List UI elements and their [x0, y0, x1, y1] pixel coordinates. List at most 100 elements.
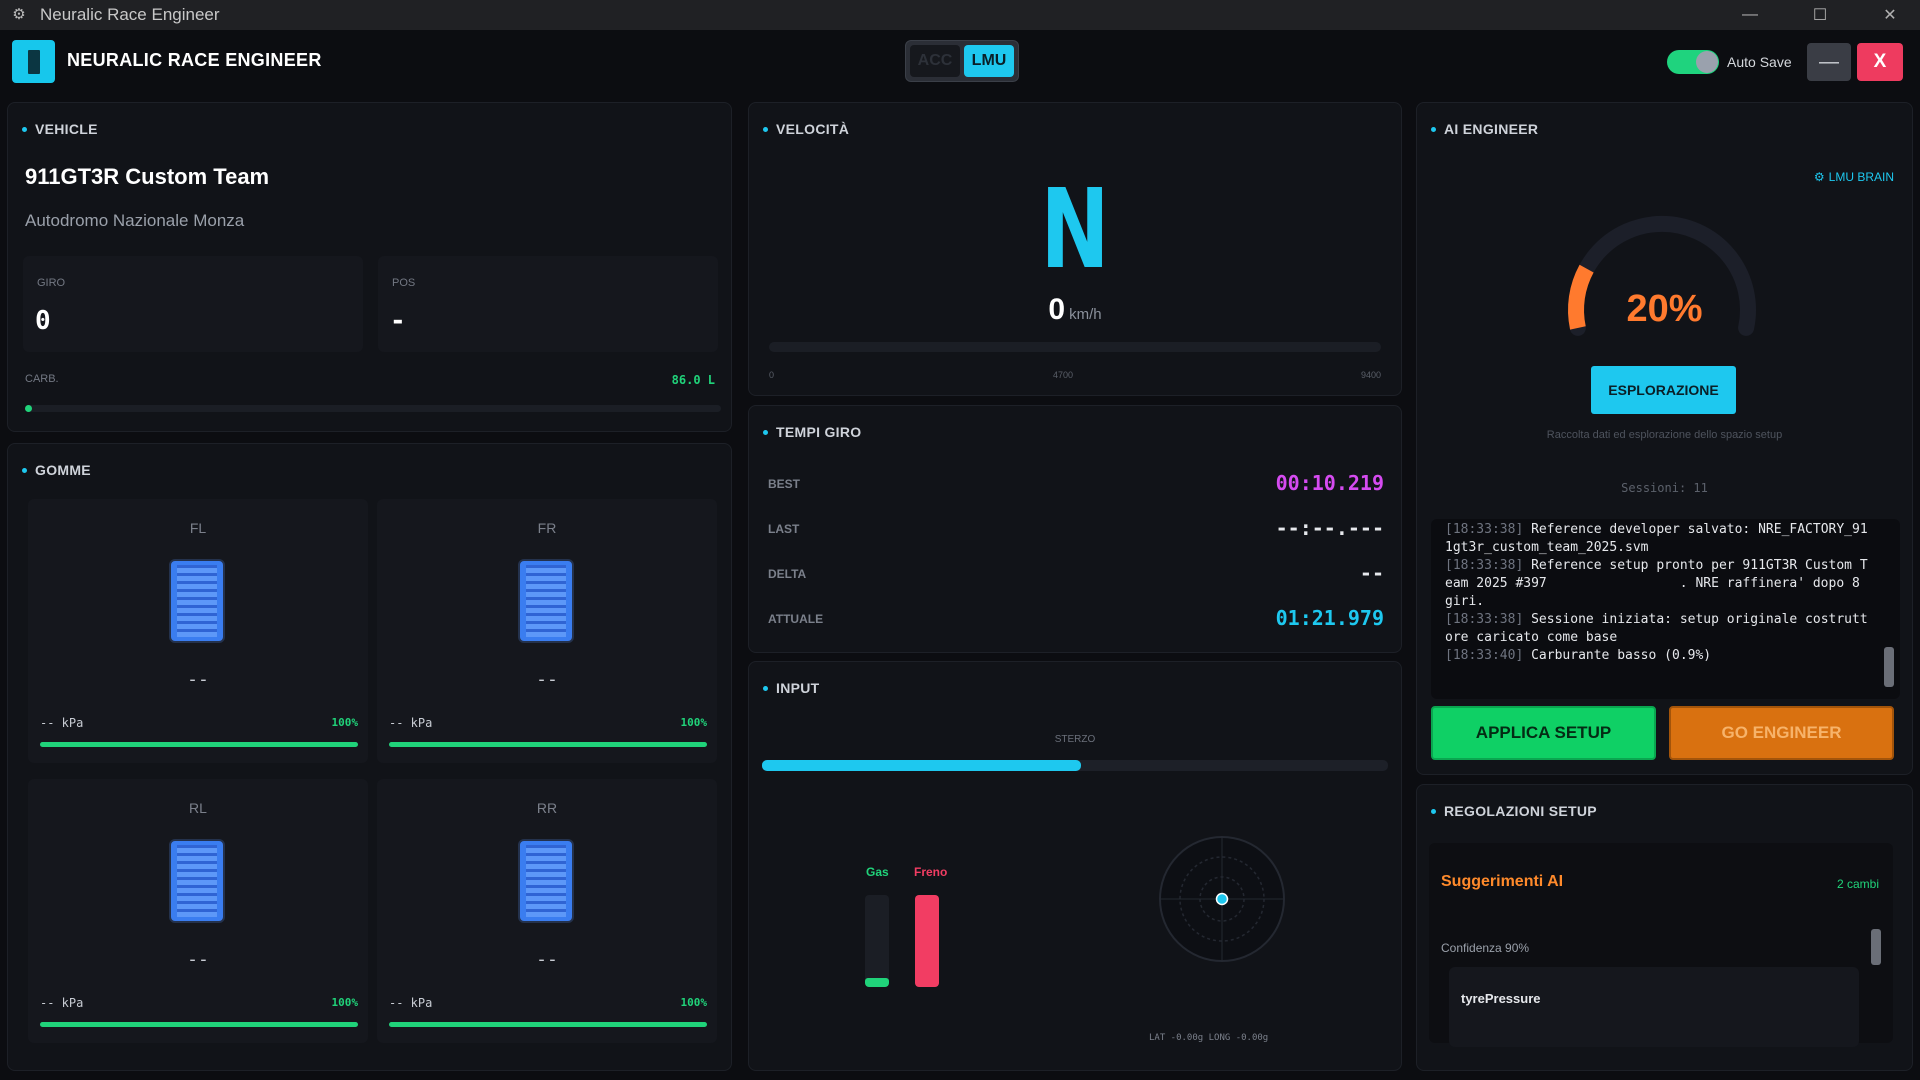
tyre-wear: 100% [331, 716, 359, 729]
laptime-value: -- [1359, 561, 1384, 585]
gforce-readout: LAT -0.00g LONG -0.00g [1149, 1033, 1269, 1043]
laptime-row-last: LAST --:--.--- [768, 514, 1384, 544]
tyre-icon [518, 559, 574, 643]
suggestion-item[interactable]: tyrePressure [1449, 967, 1859, 1047]
app-gear-icon: ⚙ [12, 6, 26, 23]
steering-bar-fill [762, 760, 1082, 771]
brake-label: Freno [914, 865, 948, 879]
tyre-wear-bar [389, 742, 707, 747]
position-tile: POS - [378, 256, 718, 352]
laptime-row-current: ATTUALE 01:21.979 [768, 604, 1384, 634]
tyre-card-fr: FR -- -- kPa 100% [377, 499, 717, 763]
laptime-row-best: BEST 00:10.219 [768, 469, 1384, 499]
tyres-panel-title: GOMME [22, 462, 91, 478]
mode-badge[interactable]: ESPLORAZIONE [1591, 366, 1736, 414]
tyre-icon [169, 839, 225, 923]
suggestions-scrollbar[interactable] [1871, 929, 1881, 965]
tyre-icon [169, 559, 225, 643]
steering-bar [762, 760, 1388, 771]
tyre-temp: -- [187, 669, 209, 690]
vehicle-panel: VEHICLE 911GT3R Custom Team Autodromo Na… [7, 102, 732, 432]
laptime-label: ATTUALE [768, 612, 824, 626]
suggestion-item-name: tyrePressure [1461, 991, 1541, 1006]
fuel-value: 86.0 L [671, 373, 715, 387]
os-close-icon[interactable]: ✕ [1883, 7, 1897, 24]
brake-bar-fill [915, 895, 939, 987]
lap-value: 0 [35, 306, 51, 336]
tyre-wear: 100% [331, 996, 359, 1009]
speed-value: 0 [1048, 293, 1066, 326]
tyre-temp: -- [536, 669, 558, 690]
suggestions-count: 2 cambi [1836, 877, 1879, 891]
laptime-row-delta: DELTA -- [768, 559, 1384, 589]
suggestions-title: Suggerimenti AI [1441, 873, 1564, 890]
autosave-toggle[interactable] [1667, 50, 1719, 74]
brake-bar [915, 895, 939, 987]
tyre-pressure: -- kPa [389, 716, 433, 730]
track-name: Autodromo Nazionale Monza [25, 211, 245, 230]
mode-description: Raccolta dati ed esplorazione dello spaz… [1546, 429, 1783, 441]
laptimes-panel-title: TEMPI GIRO [763, 424, 861, 440]
tyre-card-fl: FL -- -- kPa 100% [28, 499, 368, 763]
lap-label: GIRO [37, 277, 66, 289]
ai-panel-title: AI ENGINEER [1431, 121, 1538, 137]
position-value: - [390, 306, 406, 336]
ai-log[interactable]: [18:33:38] Reference developer salvato: … [1431, 519, 1900, 699]
tyre-wear-bar [40, 742, 358, 747]
laptime-value: 00:10.219 [1275, 471, 1384, 495]
sim-option-lmu[interactable]: LMU [964, 45, 1014, 77]
log-line: [18:33:38] Reference developer salvato: … [1445, 522, 1868, 555]
velocity-panel: VELOCITÀ N 0 km/h 0 4700 9400 [748, 102, 1402, 396]
tyre-pressure: -- kPa [389, 996, 433, 1010]
fuel-bar-fill [25, 405, 32, 412]
fuel-label: CARB. [25, 373, 59, 385]
tyre-icon [518, 839, 574, 923]
autosave-label: Auto Save [1727, 54, 1792, 70]
position-label: POS [392, 277, 416, 289]
sim-option-acc[interactable]: ACC [910, 45, 960, 77]
tyre-position: RL [189, 800, 207, 816]
go-engineer-button[interactable]: GO ENGINEER [1669, 706, 1894, 760]
suggestions-confidence: Confidenza 90% [1441, 941, 1530, 955]
gas-label: Gas [866, 865, 889, 879]
close-button[interactable]: X [1857, 43, 1903, 81]
tyre-wear-bar [40, 1022, 358, 1027]
tyre-position: RR [536, 800, 558, 816]
tyre-pressure: -- kPa [40, 716, 84, 730]
input-panel: INPUT STERZO Gas Freno LAT -0.00g LONG -… [748, 661, 1402, 1071]
vehicle-panel-title: VEHICLE [22, 121, 98, 137]
tyre-position: FR [537, 520, 557, 536]
tyre-wear-bar [389, 1022, 707, 1027]
velocity-panel-title: VELOCITÀ [763, 121, 849, 137]
tyre-wear: 100% [680, 716, 708, 729]
gforce-circle [1159, 836, 1285, 962]
apply-setup-button[interactable]: APPLICA SETUP [1431, 706, 1656, 760]
ai-progress-gauge [1568, 215, 1756, 336]
tyre-wear: 100% [680, 996, 708, 1009]
laptime-label: BEST [768, 477, 801, 491]
tyre-position: FL [189, 520, 207, 536]
tyre-temp: -- [187, 949, 209, 970]
fuel-bar [25, 405, 721, 412]
tyre-card-rl: RL -- -- kPa 100% [28, 779, 368, 1043]
steering-label: STERZO [1054, 734, 1096, 745]
tyre-temp: -- [536, 949, 558, 970]
os-minimize-icon[interactable]: — [1742, 6, 1758, 23]
setup-panel-title: REGOLAZIONI SETUP [1431, 803, 1597, 819]
laptime-label: DELTA [768, 567, 807, 581]
log-line: [18:33:38] Reference setup pronto per 91… [1445, 558, 1868, 609]
log-scrollbar[interactable] [1884, 647, 1894, 687]
brain-label: ⚙ LMU BRAIN [1813, 170, 1894, 184]
os-maximize-icon[interactable]: ☐ [1812, 7, 1828, 24]
gear-indicator: N [1040, 165, 1110, 293]
speed-unit: km/h [1069, 306, 1102, 323]
rpm-bar [769, 342, 1381, 352]
suggestions-box: Suggerimenti AI 2 cambi Confidenza 90% t… [1429, 843, 1893, 1047]
log-line: [18:33:38] Sessione iniziata: setup orig… [1445, 612, 1868, 645]
vehicle-name: 911GT3R Custom Team [25, 164, 270, 189]
laptimes-panel: TEMPI GIRO BEST 00:10.219 LAST --:--.---… [748, 405, 1402, 653]
window-title: Neuralic Race Engineer [40, 5, 220, 24]
minimize-button[interactable]: — [1807, 43, 1851, 81]
tyre-card-rr: RR -- -- kPa 100% [377, 779, 717, 1043]
laptime-label: LAST [768, 522, 800, 536]
